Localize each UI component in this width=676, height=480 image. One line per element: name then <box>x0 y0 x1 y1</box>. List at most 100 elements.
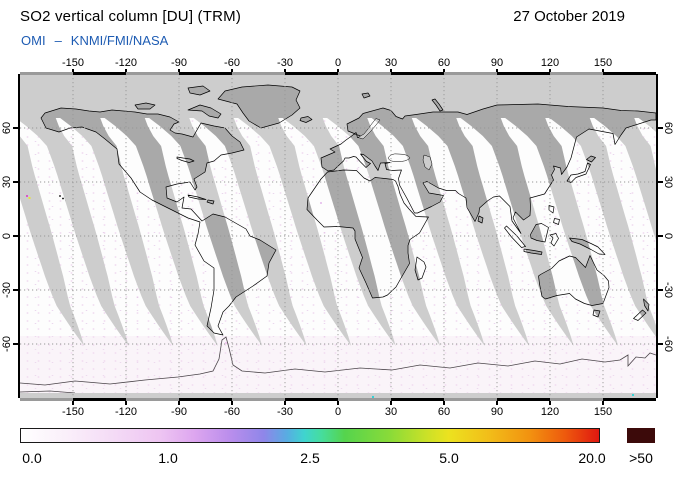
axis-tick-right <box>658 289 663 291</box>
map-frame-right <box>656 74 658 398</box>
axis-label-top: 150 <box>593 57 613 69</box>
axis-label-bottom: 90 <box>490 406 504 418</box>
axis-tick-bottom <box>178 400 180 405</box>
axis-label-bottom: -150 <box>61 406 85 418</box>
axis-tick-right <box>658 235 663 237</box>
separator-dash: – <box>54 33 62 48</box>
map-frame-bottom-segment <box>391 397 444 401</box>
axis-label-top: 120 <box>540 57 560 69</box>
colorbar-overflow-label: >50 <box>629 450 653 466</box>
colorbar-overflow-box <box>627 428 655 443</box>
axis-label-left: 60 <box>1 121 13 135</box>
map-frame-top-segment <box>73 71 126 75</box>
colorbar-tick-label: 1.0 <box>158 450 178 466</box>
axis-label-top: -60 <box>224 57 240 69</box>
no-data-overlay <box>20 74 656 398</box>
axis-tick-right <box>658 127 663 129</box>
axis-label-right: -30 <box>662 282 674 298</box>
axis-label-right: 30 <box>662 175 674 189</box>
map-frame-bottom-segment <box>550 397 603 401</box>
map-frame-top-segment <box>20 71 73 75</box>
axis-tick-left <box>13 181 18 183</box>
axis-label-left: 0 <box>1 232 13 240</box>
map-frame-top-segment <box>285 71 338 75</box>
axis-label-bottom: 60 <box>437 406 451 418</box>
axis-tick-bottom <box>231 400 233 405</box>
axis-tick-bottom <box>390 400 392 405</box>
axis-label-left: -60 <box>1 336 13 352</box>
axis-label-bottom: -120 <box>114 406 138 418</box>
map-frame-top-segment <box>338 71 391 75</box>
so2-speck <box>632 394 634 396</box>
map-frame-top-segment <box>497 71 550 75</box>
axis-tick-bottom <box>337 400 339 405</box>
axis-tick-bottom <box>125 400 127 405</box>
axis-label-top: 0 <box>334 57 342 69</box>
axis-label-bottom: 120 <box>540 406 560 418</box>
instrument-label: OMI <box>21 33 46 48</box>
page-title: SO2 vertical column [DU] (TRM) <box>20 8 242 25</box>
axis-tick-left <box>13 289 18 291</box>
axis-label-top: 60 <box>437 57 451 69</box>
map-frame-top-segment <box>550 71 603 75</box>
map-frame-bottom-segment <box>126 397 179 401</box>
axis-tick-bottom <box>72 400 74 405</box>
map-frame-top-segment <box>179 71 232 75</box>
axis-label-right: 60 <box>662 121 674 135</box>
axis-label-bottom: -90 <box>171 406 187 418</box>
axis-label-left: -30 <box>1 282 13 298</box>
colorbar-tick-label: 2.5 <box>300 450 320 466</box>
colorbar-tick-label: 0.0 <box>22 450 42 466</box>
map-frame-top-segment <box>444 71 497 75</box>
axis-tick-left <box>13 127 18 129</box>
axis-tick-bottom <box>602 400 604 405</box>
so2-speck <box>225 342 227 344</box>
map-frame-top-segment <box>603 71 656 75</box>
subtitle: OMI – KNMI/FMI/NASA <box>21 33 168 48</box>
axis-label-bottom: -60 <box>224 406 240 418</box>
axis-label-bottom: 30 <box>384 406 398 418</box>
axis-label-top: -30 <box>277 57 293 69</box>
map-frame-bottom-segment <box>603 397 656 401</box>
axis-label-right: 0 <box>662 232 674 240</box>
map-frame-top-segment <box>391 71 444 75</box>
so2-speck <box>26 195 28 197</box>
axis-label-top: -120 <box>114 57 138 69</box>
axis-tick-bottom <box>284 400 286 405</box>
axis-label-top: -150 <box>61 57 85 69</box>
axis-label-right: -60 <box>662 336 674 352</box>
agency-label: KNMI/FMI/NASA <box>70 33 169 48</box>
axis-label-top: -90 <box>171 57 187 69</box>
map-frame-bottom-segment <box>338 397 391 401</box>
axis-label-bottom: 150 <box>593 406 613 418</box>
axis-label-top: 90 <box>490 57 504 69</box>
map-frame-bottom-segment <box>73 397 126 401</box>
axis-tick-bottom <box>443 400 445 405</box>
map-frame-bottom-segment <box>179 397 232 401</box>
map-frame-left <box>18 74 20 398</box>
date-label: 27 October 2019 <box>513 8 625 25</box>
map-frame-bottom-segment <box>232 397 285 401</box>
axis-tick-bottom <box>496 400 498 405</box>
axis-label-left: 30 <box>1 175 13 189</box>
axis-tick-right <box>658 181 663 183</box>
so2-speck <box>372 396 374 398</box>
world-map-svg <box>20 74 656 398</box>
map-frame-bottom-segment <box>444 397 497 401</box>
colorbar-gradient <box>20 428 600 443</box>
map-frame-top-segment <box>232 71 285 75</box>
colorbar-tick-label: 5.0 <box>439 450 459 466</box>
map-frame-bottom-segment <box>497 397 550 401</box>
axis-label-bottom: -30 <box>277 406 293 418</box>
axis-tick-left <box>13 343 18 345</box>
map-frame-bottom-segment <box>20 397 73 401</box>
map-frame-bottom-segment <box>285 397 338 401</box>
map-frame-top-segment <box>126 71 179 75</box>
axis-label-bottom: 0 <box>334 406 342 418</box>
axis-label-top: 30 <box>384 57 398 69</box>
axis-tick-right <box>658 343 663 345</box>
axis-tick-left <box>13 235 18 237</box>
colorbar-tick-label: 20.0 <box>578 450 606 466</box>
axis-tick-bottom <box>549 400 551 405</box>
